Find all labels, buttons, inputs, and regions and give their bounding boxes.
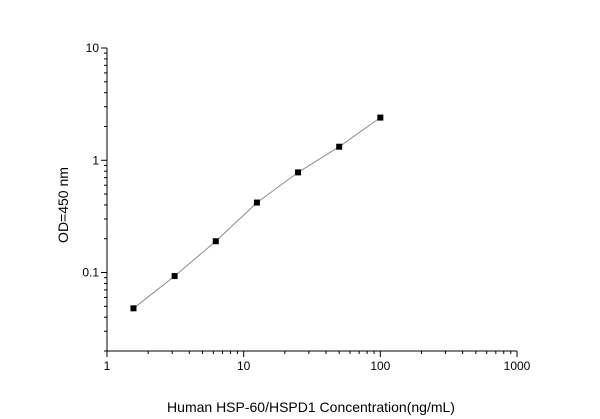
x-tick-label: 1 xyxy=(104,359,111,373)
standard-curve-line xyxy=(133,117,381,309)
x-axis-title: Human HSP-60/HSPD1 Concentration(ng/mL) xyxy=(167,399,455,415)
y-tick-label: 0.1 xyxy=(82,266,99,280)
x-tick-label: 100 xyxy=(370,359,390,373)
data-point xyxy=(212,238,219,245)
ticks: 1 10 100 1000 0.1 1 10 xyxy=(82,41,530,373)
x-tick-label: 10 xyxy=(237,359,251,373)
data-point xyxy=(130,305,137,312)
data-point xyxy=(171,273,178,280)
y-axis-title: OD=450 nm xyxy=(55,167,71,243)
axes xyxy=(106,48,517,352)
data-point xyxy=(295,169,302,176)
data-point xyxy=(253,199,260,206)
data-point xyxy=(336,143,343,150)
x-tick-label: 1000 xyxy=(504,359,531,373)
data-point xyxy=(377,114,384,121)
fit-curve xyxy=(133,117,381,309)
y-tick-label: 1 xyxy=(92,153,99,167)
data-points xyxy=(130,114,384,312)
y-tick-label: 10 xyxy=(86,41,100,55)
